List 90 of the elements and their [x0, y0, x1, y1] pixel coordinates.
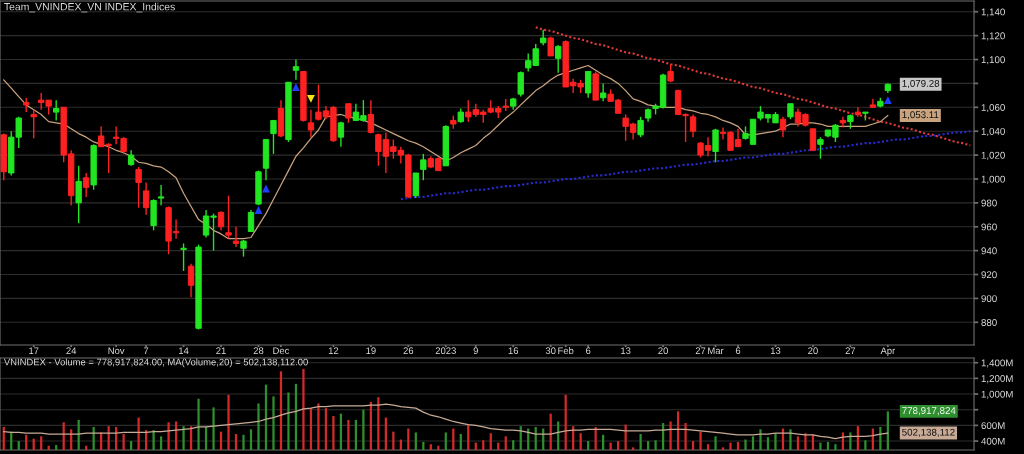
- x-tick-label: Apr: [880, 347, 896, 356]
- x-tick-label: 17: [29, 347, 39, 354]
- candlestick: [345, 103, 352, 124]
- candlestick: [307, 108, 315, 138]
- y-tick-label: 880: [981, 319, 997, 326]
- x-tick-label: 6: [735, 347, 741, 355]
- x-tick-label: 28: [253, 347, 264, 355]
- candlestick: [712, 128, 719, 163]
- chart-title: Team_VNINDEX_VN INDEX_Indices: [4, 2, 175, 13]
- y-tick-label: 980: [981, 199, 997, 207]
- y-tick-label: 1,040: [981, 127, 1005, 136]
- line-series: [399, 130, 972, 201]
- line-series: [534, 26, 972, 147]
- x-tick-label: 20: [658, 347, 668, 355]
- candlestick: [135, 166, 142, 209]
- x-tick-label: 27: [695, 347, 706, 354]
- y-tick-label: 1,100: [981, 56, 1005, 65]
- x-tick-label: Mar: [708, 347, 724, 355]
- x-tick-label: 26: [403, 347, 414, 355]
- y-tick-label: 1,400M: [981, 359, 1013, 368]
- x-tick-label: 9: [473, 347, 478, 355]
- x-tick-label: 24: [66, 347, 77, 354]
- y-tick-label: 1,060: [981, 104, 1005, 113]
- point: [292, 83, 300, 91]
- candlestick: [689, 113, 697, 138]
- x-tick-label: 19: [366, 347, 376, 355]
- annotation: 502,138,112: [902, 428, 955, 437]
- y-tick-label: 1,120: [981, 32, 1005, 41]
- candlestick: [779, 116, 787, 138]
- point: [254, 206, 263, 214]
- x-tick-label: 12: [328, 347, 339, 354]
- candlestick: [555, 44, 562, 74]
- candlestick: [142, 181, 150, 216]
- candlestick: [232, 226, 240, 248]
- candlestick: [517, 70, 524, 98]
- candlestick: [217, 210, 225, 232]
- candlestick: [180, 242, 187, 272]
- x-tick-label: 6: [586, 347, 591, 355]
- point: [883, 96, 892, 105]
- candlestick: [30, 108, 37, 140]
- line-series: [3, 403, 889, 440]
- x-tick-label: 16: [508, 347, 519, 355]
- x-tick-label: 30: [545, 347, 556, 355]
- x-tick-label: 27: [845, 347, 856, 354]
- x-tick-label: 7: [143, 347, 149, 354]
- candlestick: [584, 70, 592, 99]
- x-tick-label: 14: [179, 347, 189, 354]
- candlestick: [53, 99, 60, 122]
- y-tick-label: 1,000M: [981, 390, 1013, 399]
- x-tick-label: 2023: [435, 347, 456, 355]
- candlestick: [839, 116, 847, 129]
- candlestick: [247, 209, 255, 233]
- candlestick: [82, 172, 90, 198]
- x-tick-label: 20: [808, 347, 818, 355]
- candlestick: [337, 120, 345, 148]
- candlestick: [817, 136, 824, 160]
- y-tick-label: 1,020: [981, 151, 1005, 160]
- candlestick: [270, 119, 277, 155]
- x-tick-label: Feb: [558, 347, 574, 355]
- candlestick: [75, 165, 82, 224]
- y-tick-label: 600M: [981, 422, 1005, 430]
- candlestick: [157, 184, 165, 206]
- point: [307, 95, 315, 103]
- x-tick-label: 13: [770, 347, 781, 355]
- annotation: 778,917,824: [902, 407, 956, 416]
- y-tick-label: 1,200M: [981, 375, 1013, 384]
- y-tick-label: 960: [981, 223, 997, 231]
- annotation: 1,053.11: [902, 111, 939, 120]
- candlestick: [854, 106, 862, 118]
- y-tick-label: 900: [981, 295, 997, 303]
- y-tick-label: 920: [981, 271, 997, 279]
- x-tick-label: 13: [621, 347, 631, 355]
- candlestick: [637, 116, 644, 138]
- chart-title: VNINDEX - Volume = 778,917,824.00, MA(Volume,20) = 502,138,112.00: [3, 358, 308, 368]
- candlestick: [809, 128, 817, 151]
- y-tick-label: 1,000: [981, 175, 1005, 184]
- candlestick: [225, 194, 232, 240]
- annotation: 1,079.28: [902, 80, 940, 89]
- candlestick: [187, 263, 195, 298]
- candlestick: [599, 82, 607, 103]
- x-tick-label: Nov: [108, 347, 125, 355]
- candlestick: [367, 99, 375, 135]
- candlestick: [292, 58, 300, 81]
- y-tick-label: 1,140: [981, 8, 1005, 17]
- y-tick-label: 940: [981, 247, 997, 255]
- candlestick: [412, 172, 420, 199]
- x-tick-label: Dec: [273, 347, 290, 355]
- candlestick: [420, 153, 427, 181]
- y-tick-label: 400M: [981, 437, 1005, 445]
- x-tick-label: 21: [216, 347, 226, 354]
